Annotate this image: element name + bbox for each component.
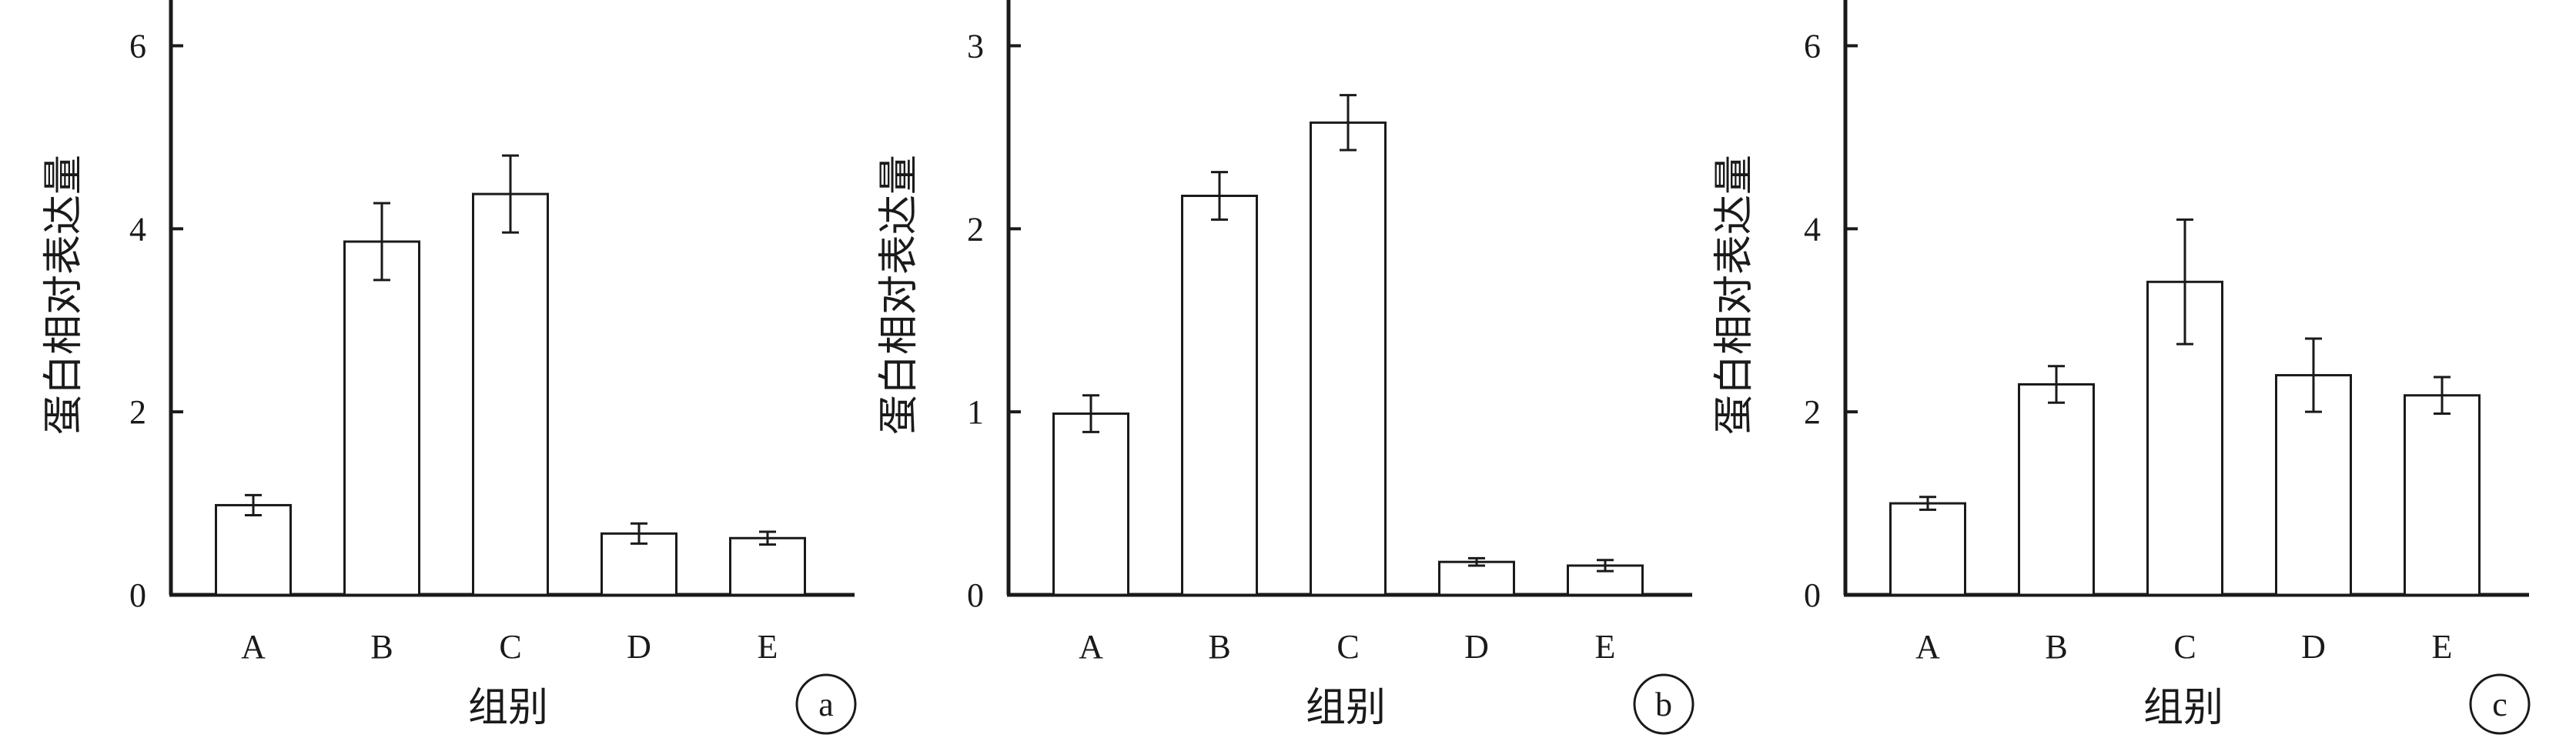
badge-circle <box>2469 673 2531 735</box>
x-tick-label: E <box>1595 628 1616 666</box>
bar <box>729 536 806 596</box>
x-tick-label: B <box>370 628 393 666</box>
y-tick-label: 0 <box>1804 576 1821 614</box>
bar <box>215 503 292 596</box>
bar <box>472 192 549 596</box>
y-tick-label: 4 <box>1804 210 1821 248</box>
panel-b: 蛋白相对表达量 组别 0 1 2 3 A B C D E b <box>878 0 1694 735</box>
x-tick-label: B <box>2045 628 2067 666</box>
y-axis-title: 蛋白相对表达量 <box>1713 155 1757 435</box>
x-tick-label: A <box>1079 628 1103 666</box>
y-tick-label: 0 <box>129 576 146 614</box>
y-tick-label: 6 <box>129 27 146 65</box>
y-axis-title: 蛋白相对表达量 <box>42 155 86 435</box>
x-tick-label: D <box>627 628 651 666</box>
x-tick-label: E <box>2432 628 2453 666</box>
x-tick-label: A <box>241 628 266 666</box>
bar <box>1310 121 1387 596</box>
bar <box>2404 394 2481 596</box>
y-tick-label: 1 <box>967 393 984 431</box>
bar <box>1181 194 1258 596</box>
panel-label: c <box>2492 686 2507 723</box>
bar <box>1889 502 1966 596</box>
x-axis-title: 组别 <box>2143 686 2223 730</box>
bar <box>1052 412 1129 596</box>
panel-label: b <box>1655 686 1672 723</box>
y-tick-label: 2 <box>967 210 984 248</box>
x-axis-title: 组别 <box>468 686 548 730</box>
x-tick-label: D <box>1464 628 1489 666</box>
bar <box>343 240 420 596</box>
panel-c: 蛋白相对表达量 组别 0 2 4 6 A B C D E c <box>1713 0 2531 735</box>
y-tick-label: 0 <box>967 576 984 614</box>
y-tick-label: 3 <box>967 27 984 65</box>
x-tick-label: D <box>2301 628 2326 666</box>
y-tick-label: 2 <box>1804 393 1821 431</box>
y-tick-label: 2 <box>129 393 146 431</box>
bar <box>1438 560 1515 596</box>
x-axis-title: 组别 <box>1306 686 1386 730</box>
panel-label: a <box>818 686 834 723</box>
x-tick-label: B <box>1208 628 1230 666</box>
x-tick-label: E <box>758 628 778 666</box>
panel-a: 蛋白相对表达量 组别 0 2 4 6 A B C D E a <box>42 0 857 735</box>
badge-circle <box>1633 673 1694 735</box>
y-axis-title: 蛋白相对表达量 <box>878 155 922 435</box>
y-tick-label: 4 <box>129 210 146 248</box>
panel-label-badge: a <box>795 673 857 735</box>
x-tick-label: C <box>1337 628 1359 666</box>
y-tick-label: 6 <box>1804 27 1821 65</box>
x-tick-label: A <box>1915 628 1940 666</box>
bar <box>2018 382 2095 596</box>
x-tick-label: C <box>499 628 521 666</box>
badge-circle <box>795 673 857 735</box>
panel-label-badge: c <box>2469 673 2531 735</box>
x-tick-label: C <box>2173 628 2196 666</box>
panel-label-badge: b <box>1633 673 1694 735</box>
